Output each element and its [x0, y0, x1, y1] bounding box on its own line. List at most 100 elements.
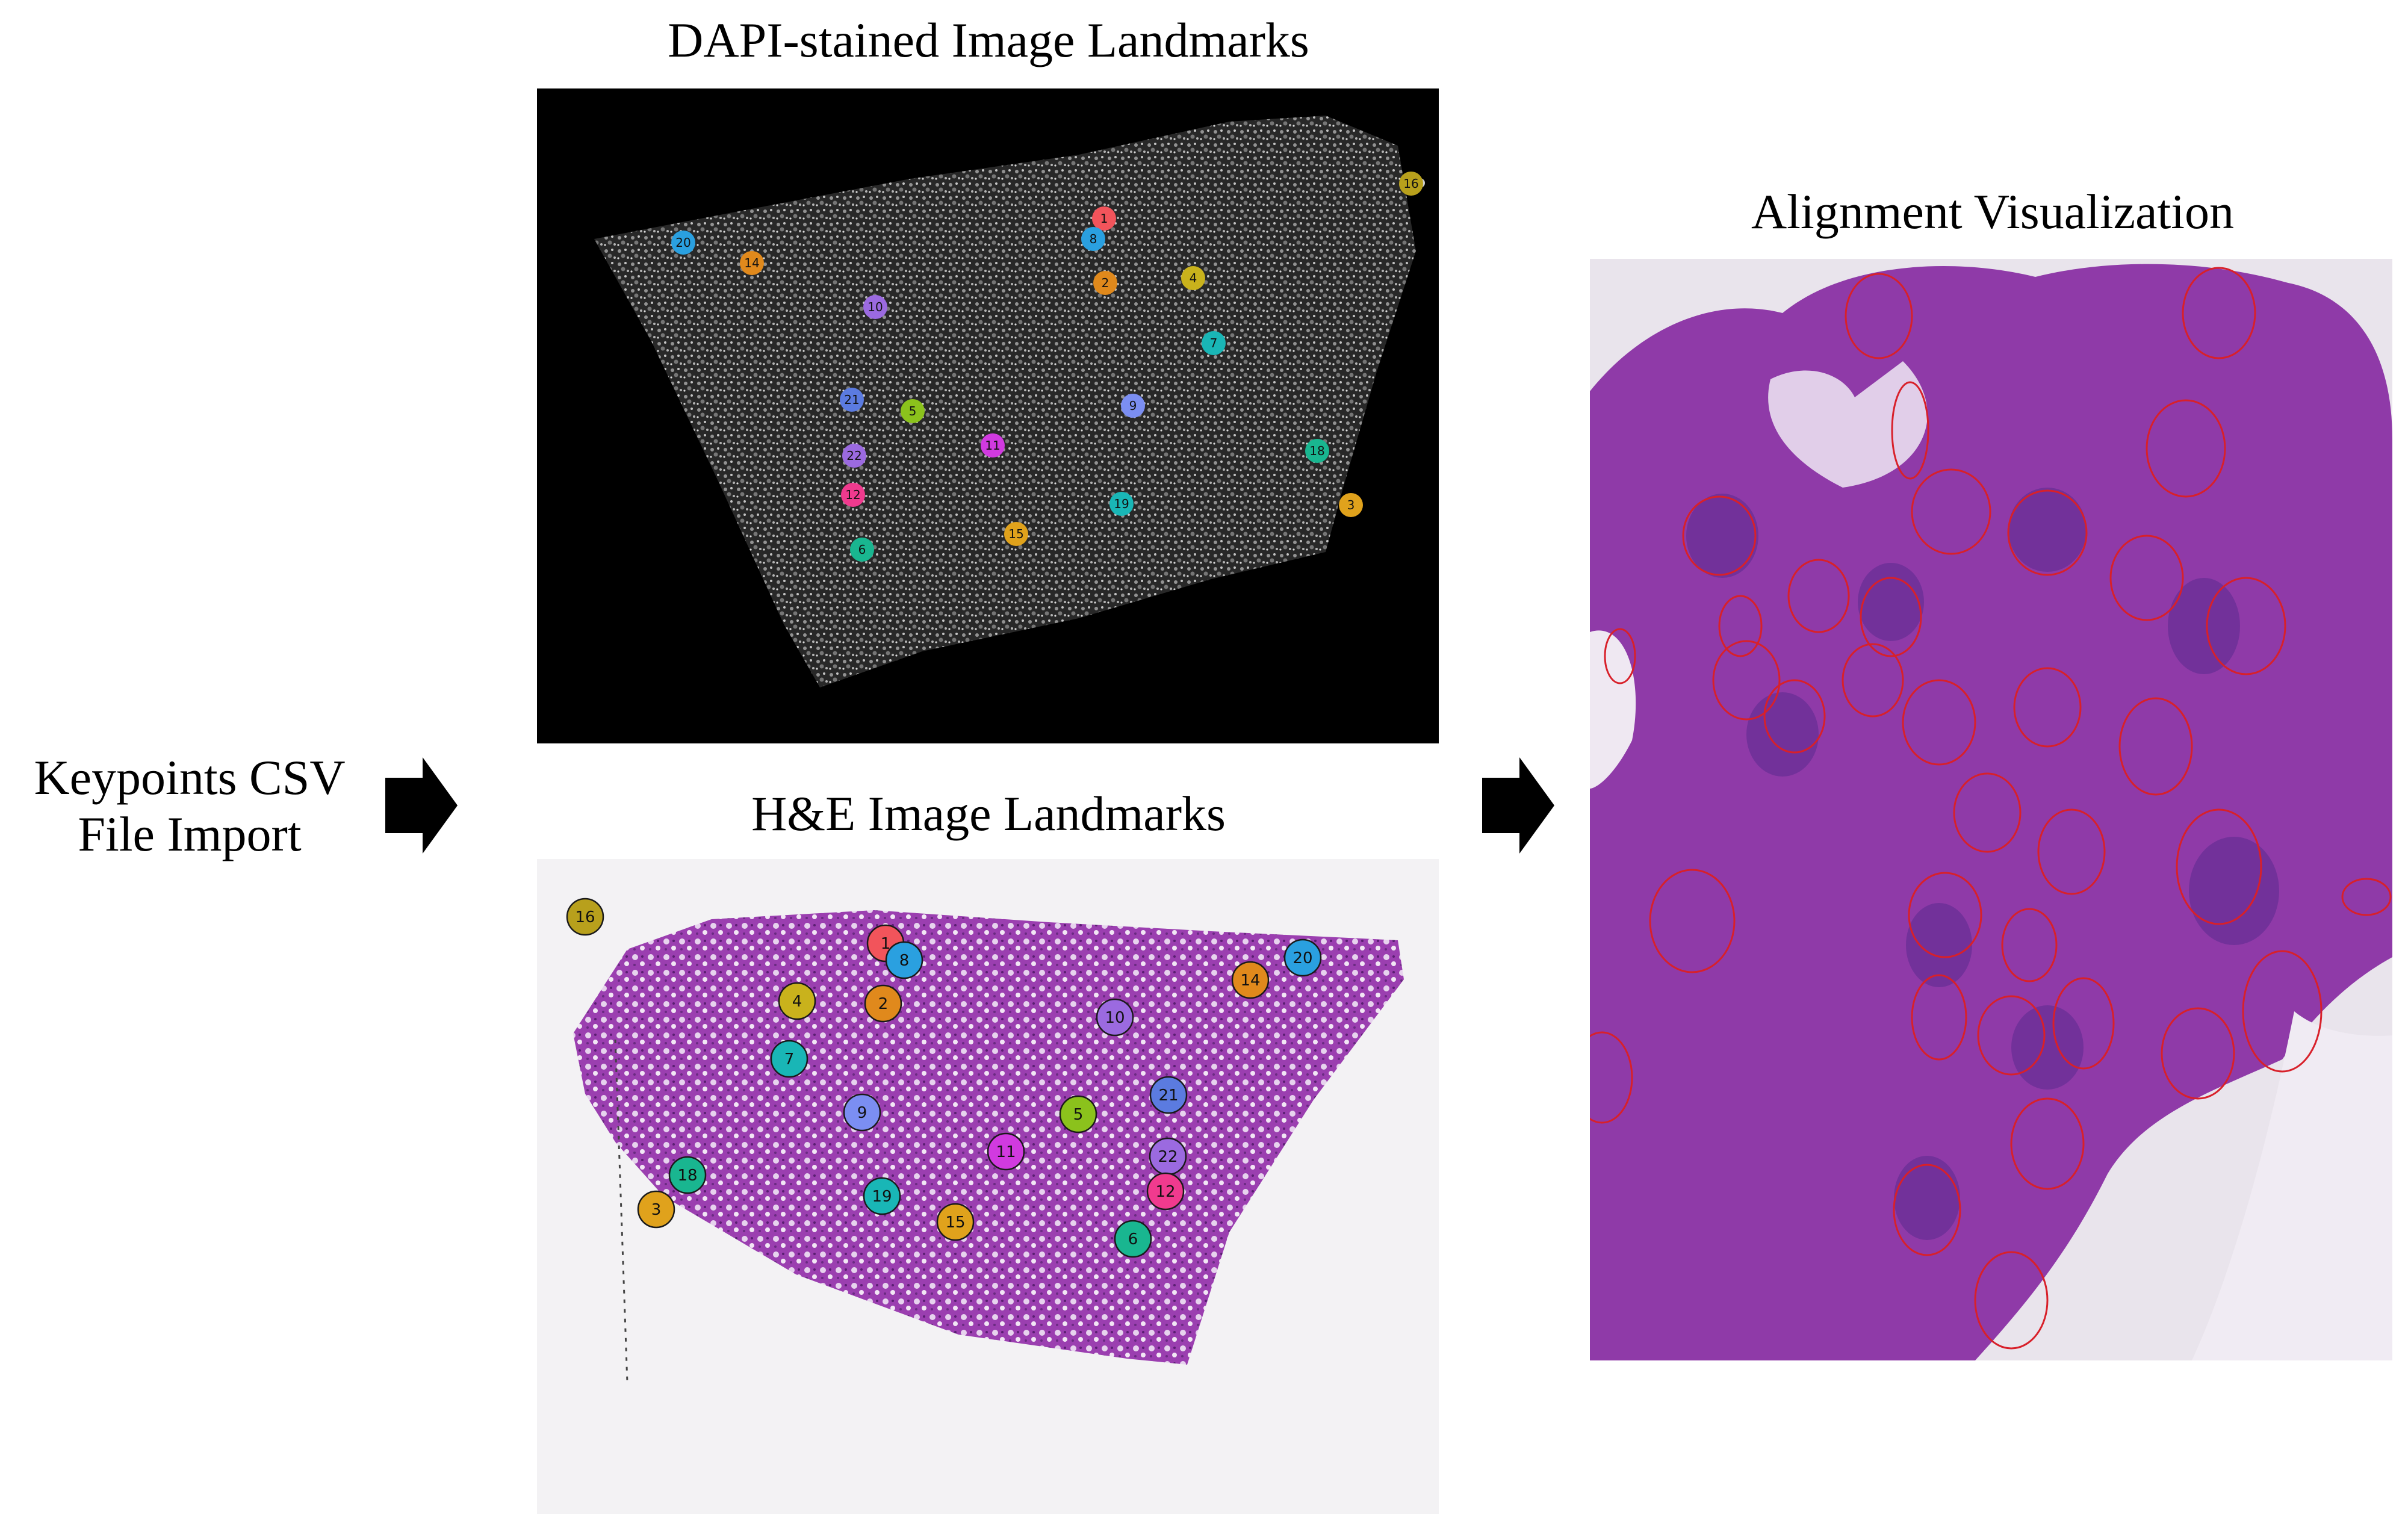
dapi-landmark-12: 12 — [841, 483, 865, 507]
he-landmark-10: 10 — [1096, 998, 1134, 1037]
he-landmark-8: 8 — [885, 941, 923, 979]
dapi-landmark-label: 15 — [1008, 527, 1023, 541]
he-landmark-22: 22 — [1149, 1137, 1187, 1176]
nucleus-outline — [1974, 1251, 2049, 1350]
dapi-landmark-label: 9 — [1129, 399, 1137, 413]
keypoints-csv-line2: File Import — [78, 807, 302, 862]
alignment-image — [1590, 259, 2392, 1360]
dapi-image: 1 8 2 4 16 20 14 10 7 21 5 9 11 22 12 18 19 3 15 6 — [537, 88, 1439, 743]
he-landmark-label: 14 — [1240, 972, 1260, 990]
nucleus-outline — [1682, 495, 1757, 576]
he-landmark-16: 16 — [566, 898, 604, 936]
dapi-landmark-6: 6 — [850, 538, 874, 562]
nucleus-outline — [2341, 878, 2392, 916]
nucleus-outlines — [1590, 267, 2392, 1350]
he-landmark-3: 3 — [637, 1190, 675, 1229]
dapi-landmark-16: 16 — [1399, 172, 1423, 196]
nucleus-outline — [2146, 399, 2226, 498]
dapi-landmark-9: 9 — [1121, 394, 1145, 418]
he-landmark-9: 9 — [843, 1093, 881, 1132]
he-landmark-5: 5 — [1059, 1095, 1097, 1133]
nucleus-outline — [1977, 995, 2046, 1076]
he-landmark-label: 10 — [1105, 1009, 1125, 1027]
he-landmark-6: 6 — [1114, 1220, 1152, 1258]
he-landmark-21: 21 — [1149, 1076, 1188, 1114]
nucleus-outline — [1845, 273, 1913, 359]
dapi-landmark-10: 10 — [863, 295, 887, 319]
dapi-landmark-label: 14 — [744, 256, 759, 270]
he-landmark-label: 9 — [857, 1104, 867, 1122]
nucleus-outline — [2118, 697, 2193, 796]
nucleus-outline — [2242, 950, 2323, 1073]
nucleus-outline — [2182, 267, 2256, 359]
nucleus-outline — [2109, 535, 2184, 621]
nucleus-outline — [1893, 1164, 1961, 1256]
dapi-panel-title: DAPI-stained Image Landmarks — [668, 13, 1309, 67]
nucleus-outline — [1787, 559, 1850, 633]
he-landmark-14: 14 — [1231, 961, 1270, 999]
dapi-landmark-label: 3 — [1347, 498, 1355, 512]
dapi-landmark-label: 19 — [1114, 497, 1129, 511]
dapi-landmark-8: 8 — [1081, 227, 1105, 251]
right-arrow-icon — [385, 757, 458, 854]
dapi-landmark-label: 12 — [845, 488, 860, 502]
he-landmark-label: 11 — [996, 1143, 1016, 1161]
nucleus-outline — [1604, 628, 1636, 684]
nucleus-outline — [2001, 908, 2058, 982]
he-landmark-4: 4 — [778, 982, 816, 1020]
dapi-landmark-1: 1 — [1092, 206, 1116, 231]
he-landmark-label: 22 — [1158, 1148, 1178, 1166]
he-landmark-label: 20 — [1292, 949, 1312, 967]
nucleus-outline — [2037, 808, 2106, 895]
he-landmark-label: 6 — [1128, 1230, 1138, 1248]
nucleus-outline — [1590, 1031, 1633, 1124]
dapi-landmark-label: 22 — [846, 448, 861, 463]
nucleus-outline — [1712, 640, 1781, 721]
right-arrow-icon — [1482, 757, 1554, 854]
nucleus-outline — [1842, 643, 1904, 718]
dapi-landmark-label: 20 — [675, 235, 690, 250]
keypoints-csv-line1: Keypoints CSV — [34, 750, 346, 805]
nucleus-outline — [2007, 489, 2088, 576]
he-tissue — [573, 910, 1404, 1365]
dapi-landmark-22: 22 — [842, 444, 866, 468]
dapi-landmark-label: 18 — [1309, 444, 1324, 458]
nucleus-outline — [2161, 1007, 2235, 1100]
dapi-landmark-2: 2 — [1093, 271, 1117, 295]
he-landmark-label: 21 — [1158, 1087, 1178, 1105]
nucleus-outline — [1908, 872, 1982, 958]
he-panel-title: H&E Image Landmarks — [751, 786, 1226, 841]
nucleus-outline — [1911, 468, 1991, 555]
dapi-landmark-4: 4 — [1181, 266, 1205, 290]
he-landmark-label: 1 — [881, 935, 891, 953]
nucleus-outline — [1763, 679, 1826, 754]
dapi-landmark-markers: 18 2 4 16 20 14 10 7 21 5 9 11 22 12 18 19 3 15 6 — [671, 172, 1423, 562]
alignment-tissue — [1590, 264, 2392, 1360]
nucleus-outline — [1953, 772, 2022, 853]
dapi-tissue — [594, 116, 1416, 687]
nucleus-outline — [2206, 577, 2286, 675]
he-landmark-label: 12 — [1155, 1183, 1175, 1201]
nucleus-outline — [1860, 577, 1922, 657]
he-landmark-label: 7 — [784, 1050, 795, 1068]
dapi-landmark-label: 1 — [1100, 211, 1108, 226]
nucleus-outline — [2013, 667, 2082, 748]
nucleus-outline — [1902, 679, 1976, 766]
nucleus-outline — [2052, 977, 2115, 1070]
nucleus-outline — [1718, 595, 1763, 657]
he-landmark-11: 11 — [987, 1132, 1025, 1171]
dapi-landmark-18: 18 — [1305, 439, 1329, 463]
dapi-landmark-label: 7 — [1210, 336, 1218, 350]
dapi-landmark-label: 10 — [867, 300, 883, 314]
dapi-landmark-label: 21 — [844, 392, 859, 407]
dapi-landmark-15: 15 — [1004, 522, 1028, 546]
he-landmark-label: 16 — [575, 908, 595, 926]
dapi-landmark-5: 5 — [901, 399, 925, 423]
dapi-landmark-11: 11 — [981, 433, 1005, 457]
he-landmark-19: 19 — [863, 1177, 901, 1215]
he-landmark-markers: 16 18 20 14 4 2 10 7 9 5 21 11 22 18 12 3 19 15 6 — [566, 898, 1322, 1258]
dapi-landmark-label: 2 — [1102, 276, 1109, 290]
dapi-landmark-label: 11 — [985, 438, 1000, 453]
he-landmark-label: 15 — [945, 1214, 965, 1232]
he-landmark-12: 12 — [1146, 1172, 1185, 1211]
